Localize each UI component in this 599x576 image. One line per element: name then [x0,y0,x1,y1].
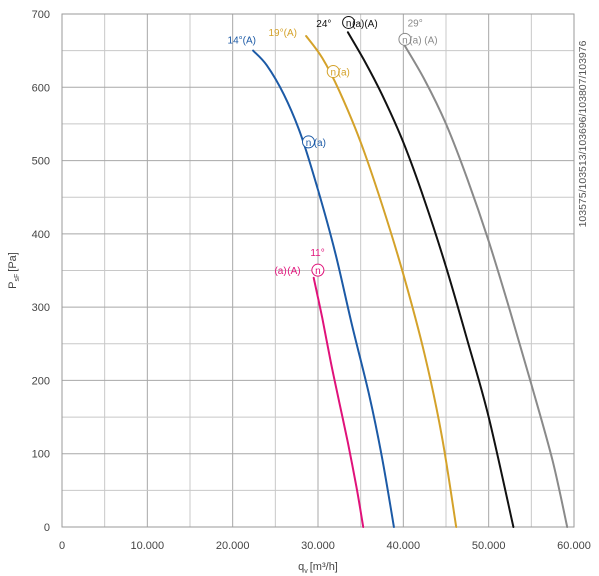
x-axis-label-unit: [m³/h] [310,561,338,573]
annotation-a14-n: n [306,138,312,149]
y-tick-label: 400 [32,229,50,241]
annotation-a11-angle: 11° [310,248,324,259]
y-axis-label: PsF [Pa] [7,252,21,289]
annotation-circle [326,65,340,79]
curve-29 [402,42,569,528]
annotation-a19-a: (a) [338,68,350,79]
annotation-a24-angle: 24° [316,19,331,30]
x-tick-label: 60.000 [557,540,591,552]
annotation-a11-n: n [315,266,321,277]
annotation-a24-aA: (a)(A) [352,19,378,30]
x-tick-label: 40.000 [387,540,421,552]
x-axis-label-main: q [298,561,304,573]
annotation-circle [311,263,325,277]
x-tick-label: 30.000 [301,540,335,552]
x-tick-label: 0 [59,540,65,552]
y-tick-labels: 0 100 200 300 400 500 600 700 [32,9,50,534]
x-tick-label: 20.000 [216,540,250,552]
y-axis-label-main: P [7,282,19,289]
annotation-a11-A: (A) [287,266,300,277]
y-tick-label: 700 [32,9,50,21]
y-tick-label: 600 [32,82,50,94]
annotations-group: 11°(a) (A) n14°(A)n (a)19°(A)n (a)24° n (a)(A)… [228,15,438,277]
annotation-a24-n: n [346,18,352,29]
plot-frame [61,13,575,528]
annotation-a14-label: 14°(A) [228,35,256,46]
annotation-circle [398,32,412,46]
x-tick-labels: 0 10.000 20.000 30.000 40.000 50.000 60.000 [59,540,591,552]
y-axis-label-sub: sF [14,274,21,282]
y-axis-label-unit: [Pa] [7,252,19,272]
x-tick-label: 50.000 [472,540,506,552]
side-code-label: 103575/103513/103696/103807/103976 [577,40,589,227]
curve-11 [312,276,365,528]
annotation-circle [301,135,315,149]
x-axis-label: qv [m³/h] [298,561,338,575]
x-tick-label: 10.000 [131,540,165,552]
y-tick-label: 200 [32,375,50,387]
annotation-a11-a: (a) [274,266,286,277]
curve-14 [252,49,395,528]
annotation-a29-aA: (a) (A) [409,35,437,46]
y-tick-label: 100 [32,449,50,461]
annotation-a29-angle: 29° [408,18,423,29]
y-tick-label: 500 [32,156,50,168]
annotation-a19-label: 19°(A) [269,28,297,39]
annotation-a19-n: n [330,68,336,79]
y-tick-label: 300 [32,302,50,314]
annotation-circle [342,15,356,29]
y-tick-label: 0 [44,522,50,534]
curve-24 [346,31,515,528]
x-axis-label-sub: v [304,568,308,575]
annotation-a14-a: (a) [314,138,326,149]
annotation-a29-n: n [402,35,408,46]
